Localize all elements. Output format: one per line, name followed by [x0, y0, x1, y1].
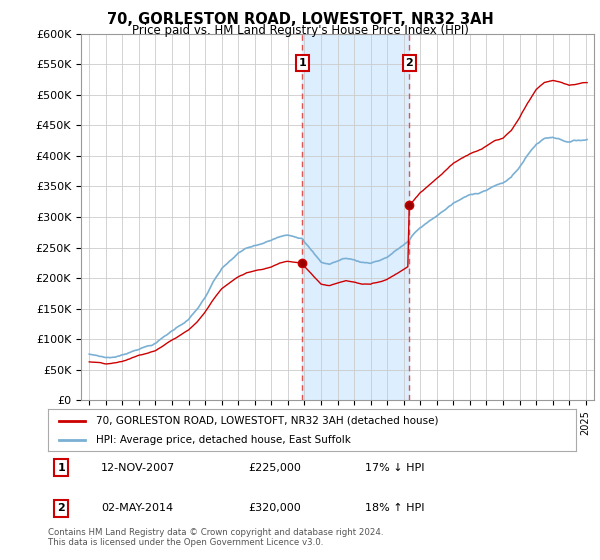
- Text: 17% ↓ HPI: 17% ↓ HPI: [365, 463, 424, 473]
- Text: £320,000: £320,000: [248, 503, 301, 513]
- Text: Price paid vs. HM Land Registry's House Price Index (HPI): Price paid vs. HM Land Registry's House …: [131, 24, 469, 36]
- Text: 1: 1: [58, 463, 65, 473]
- Text: 2: 2: [58, 503, 65, 513]
- Text: 70, GORLESTON ROAD, LOWESTOFT, NR32 3AH (detached house): 70, GORLESTON ROAD, LOWESTOFT, NR32 3AH …: [95, 416, 438, 426]
- Text: 18% ↑ HPI: 18% ↑ HPI: [365, 503, 424, 513]
- Text: £225,000: £225,000: [248, 463, 302, 473]
- Text: 2: 2: [405, 58, 413, 68]
- Text: HPI: Average price, detached house, East Suffolk: HPI: Average price, detached house, East…: [95, 435, 350, 445]
- Text: 02-MAY-2014: 02-MAY-2014: [101, 503, 173, 513]
- Text: 1: 1: [298, 58, 306, 68]
- Text: 12-NOV-2007: 12-NOV-2007: [101, 463, 175, 473]
- Text: 70, GORLESTON ROAD, LOWESTOFT, NR32 3AH: 70, GORLESTON ROAD, LOWESTOFT, NR32 3AH: [107, 12, 493, 27]
- Text: Contains HM Land Registry data © Crown copyright and database right 2024.
This d: Contains HM Land Registry data © Crown c…: [48, 528, 383, 547]
- Bar: [302, 34, 409, 400]
